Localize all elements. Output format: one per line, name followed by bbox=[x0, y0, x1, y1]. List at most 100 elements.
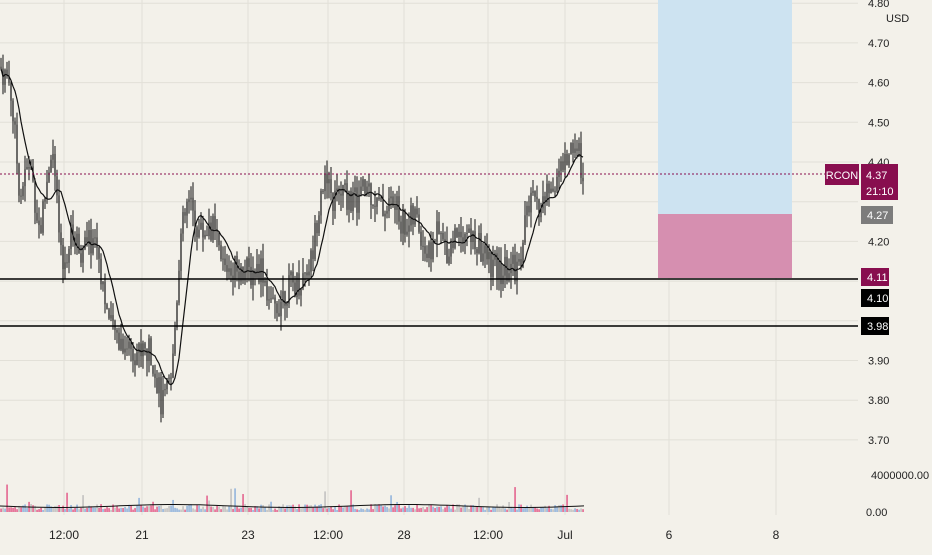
candle-body bbox=[218, 231, 220, 246]
volume-bar bbox=[140, 504, 142, 512]
volume-bar bbox=[416, 504, 418, 512]
volume-bar bbox=[500, 508, 502, 512]
position-tool[interactable] bbox=[658, 0, 792, 278]
volume-bar bbox=[266, 509, 268, 512]
candle-body bbox=[280, 301, 282, 317]
candle-body bbox=[52, 153, 54, 160]
x-axis: 12:00 21 23 12:00 28 12:00 Jul 6 8 bbox=[49, 528, 780, 542]
candle-body bbox=[104, 281, 106, 305]
candle-body bbox=[568, 154, 570, 166]
volume-bar bbox=[152, 501, 154, 512]
volume-bar bbox=[6, 484, 8, 512]
volume-bar bbox=[314, 504, 316, 512]
volume-bar bbox=[182, 506, 184, 512]
candle-body bbox=[542, 196, 544, 209]
volume-bar bbox=[400, 508, 402, 512]
candle-body bbox=[452, 243, 454, 248]
candle-body bbox=[426, 253, 428, 259]
volume-bar bbox=[392, 507, 394, 512]
candle-body bbox=[564, 154, 566, 170]
candle-body bbox=[326, 173, 328, 184]
candle-body bbox=[130, 341, 132, 350]
candle-body bbox=[24, 169, 26, 187]
volume-bar bbox=[224, 506, 226, 512]
volume-bar bbox=[162, 508, 164, 512]
volume-bar bbox=[190, 504, 192, 512]
stop-zone[interactable] bbox=[658, 214, 792, 278]
volume-bar bbox=[574, 508, 576, 512]
volume-bar bbox=[294, 506, 296, 512]
volume-bar bbox=[146, 506, 148, 512]
volume-bar bbox=[56, 505, 58, 512]
volume-bar bbox=[552, 509, 554, 512]
volume-bar bbox=[32, 505, 34, 512]
volume-bar bbox=[74, 508, 76, 512]
volume-bar bbox=[540, 507, 542, 512]
volume-bar bbox=[198, 505, 200, 512]
volume-bar bbox=[466, 506, 468, 512]
x-tick-label: 12:00 bbox=[49, 528, 79, 542]
candle-body bbox=[494, 253, 496, 260]
last-price-badge: RCON 4.37 21:10 bbox=[825, 164, 898, 200]
volume-bar bbox=[18, 505, 20, 512]
x-tick-label: 8 bbox=[773, 528, 780, 542]
volume-bar bbox=[134, 508, 136, 512]
candle-body bbox=[128, 341, 130, 349]
volume-bar bbox=[8, 507, 10, 512]
volume-bar bbox=[478, 497, 480, 512]
candle-body bbox=[350, 190, 352, 212]
candle-body bbox=[458, 231, 460, 237]
candle-body bbox=[370, 183, 372, 206]
candle-body bbox=[476, 248, 478, 254]
volume-bar bbox=[544, 505, 546, 512]
volume-bar bbox=[178, 509, 180, 512]
volume-bar bbox=[166, 508, 168, 512]
volume-bar bbox=[354, 508, 356, 512]
volume-bar bbox=[460, 507, 462, 512]
candle-body bbox=[194, 210, 196, 228]
volume-bar bbox=[496, 504, 498, 512]
volume-bar bbox=[252, 509, 254, 512]
volume-bar bbox=[276, 509, 278, 512]
candle-body bbox=[282, 291, 284, 302]
currency-label[interactable]: USD bbox=[886, 13, 909, 25]
volume-bar bbox=[124, 506, 126, 512]
candle-body bbox=[84, 237, 86, 249]
candle-body bbox=[486, 245, 488, 260]
volume-bar bbox=[352, 504, 354, 512]
volume-bar bbox=[490, 509, 492, 512]
candle-body bbox=[34, 180, 36, 213]
candle-body bbox=[142, 343, 144, 357]
candle-body bbox=[376, 197, 378, 207]
candle-body bbox=[484, 245, 486, 254]
candle-body bbox=[70, 224, 72, 249]
volume-bar bbox=[348, 505, 350, 512]
volume-bar bbox=[250, 507, 252, 512]
volume-bar bbox=[36, 509, 38, 512]
candle-body bbox=[192, 197, 194, 211]
candle-body bbox=[278, 313, 280, 317]
volume-bar bbox=[336, 509, 338, 512]
candle-body bbox=[402, 210, 404, 234]
candle-body bbox=[58, 195, 60, 233]
volume-bar bbox=[454, 509, 456, 512]
volume-bar bbox=[330, 506, 332, 512]
volume-bar bbox=[238, 508, 240, 512]
target-zone[interactable] bbox=[658, 0, 792, 214]
x-tick-label: 28 bbox=[397, 528, 411, 542]
volume-bar bbox=[160, 505, 162, 512]
candle-body bbox=[210, 222, 212, 240]
volume-bar bbox=[306, 504, 308, 512]
cursor-level-label: 4.10 bbox=[867, 293, 888, 305]
volume-bar bbox=[364, 509, 366, 512]
volume-bar bbox=[16, 509, 18, 512]
candle-body bbox=[274, 297, 276, 304]
price-badge bbox=[861, 164, 898, 200]
volume-bar bbox=[548, 505, 550, 512]
candle-body bbox=[268, 299, 270, 301]
volume-bar bbox=[60, 507, 62, 512]
candle-body bbox=[356, 187, 358, 213]
candle-body bbox=[256, 263, 258, 278]
